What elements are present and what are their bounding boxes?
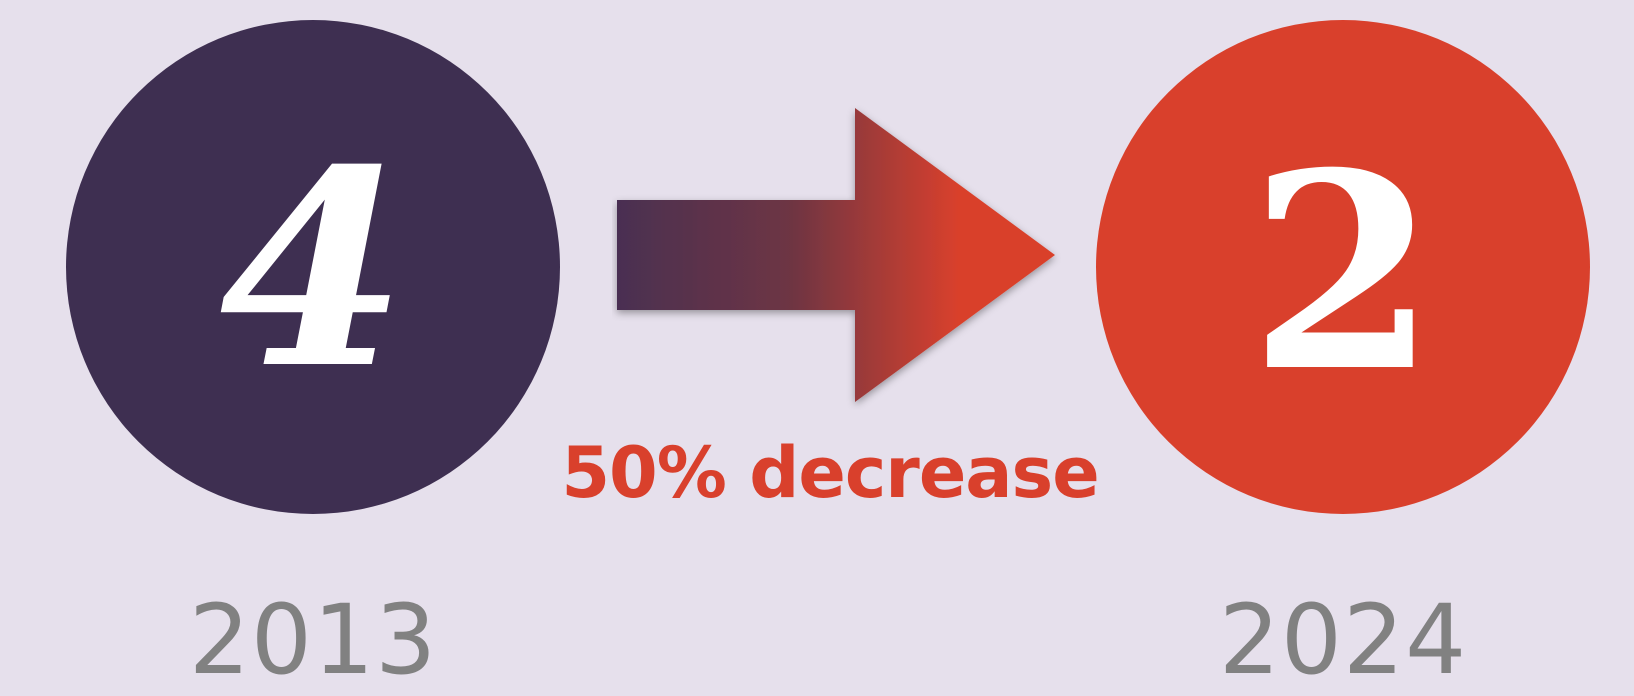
before-value: 4 <box>219 110 407 428</box>
after-value: 2 <box>1249 113 1437 431</box>
right-arrow-icon <box>612 100 1062 410</box>
before-circle: 4 <box>66 20 560 514</box>
after-year: 2024 <box>1218 584 1468 696</box>
before-year: 2013 <box>188 584 438 696</box>
after-circle: 2 <box>1096 20 1590 514</box>
change-label: 50% decrease <box>561 432 1099 514</box>
